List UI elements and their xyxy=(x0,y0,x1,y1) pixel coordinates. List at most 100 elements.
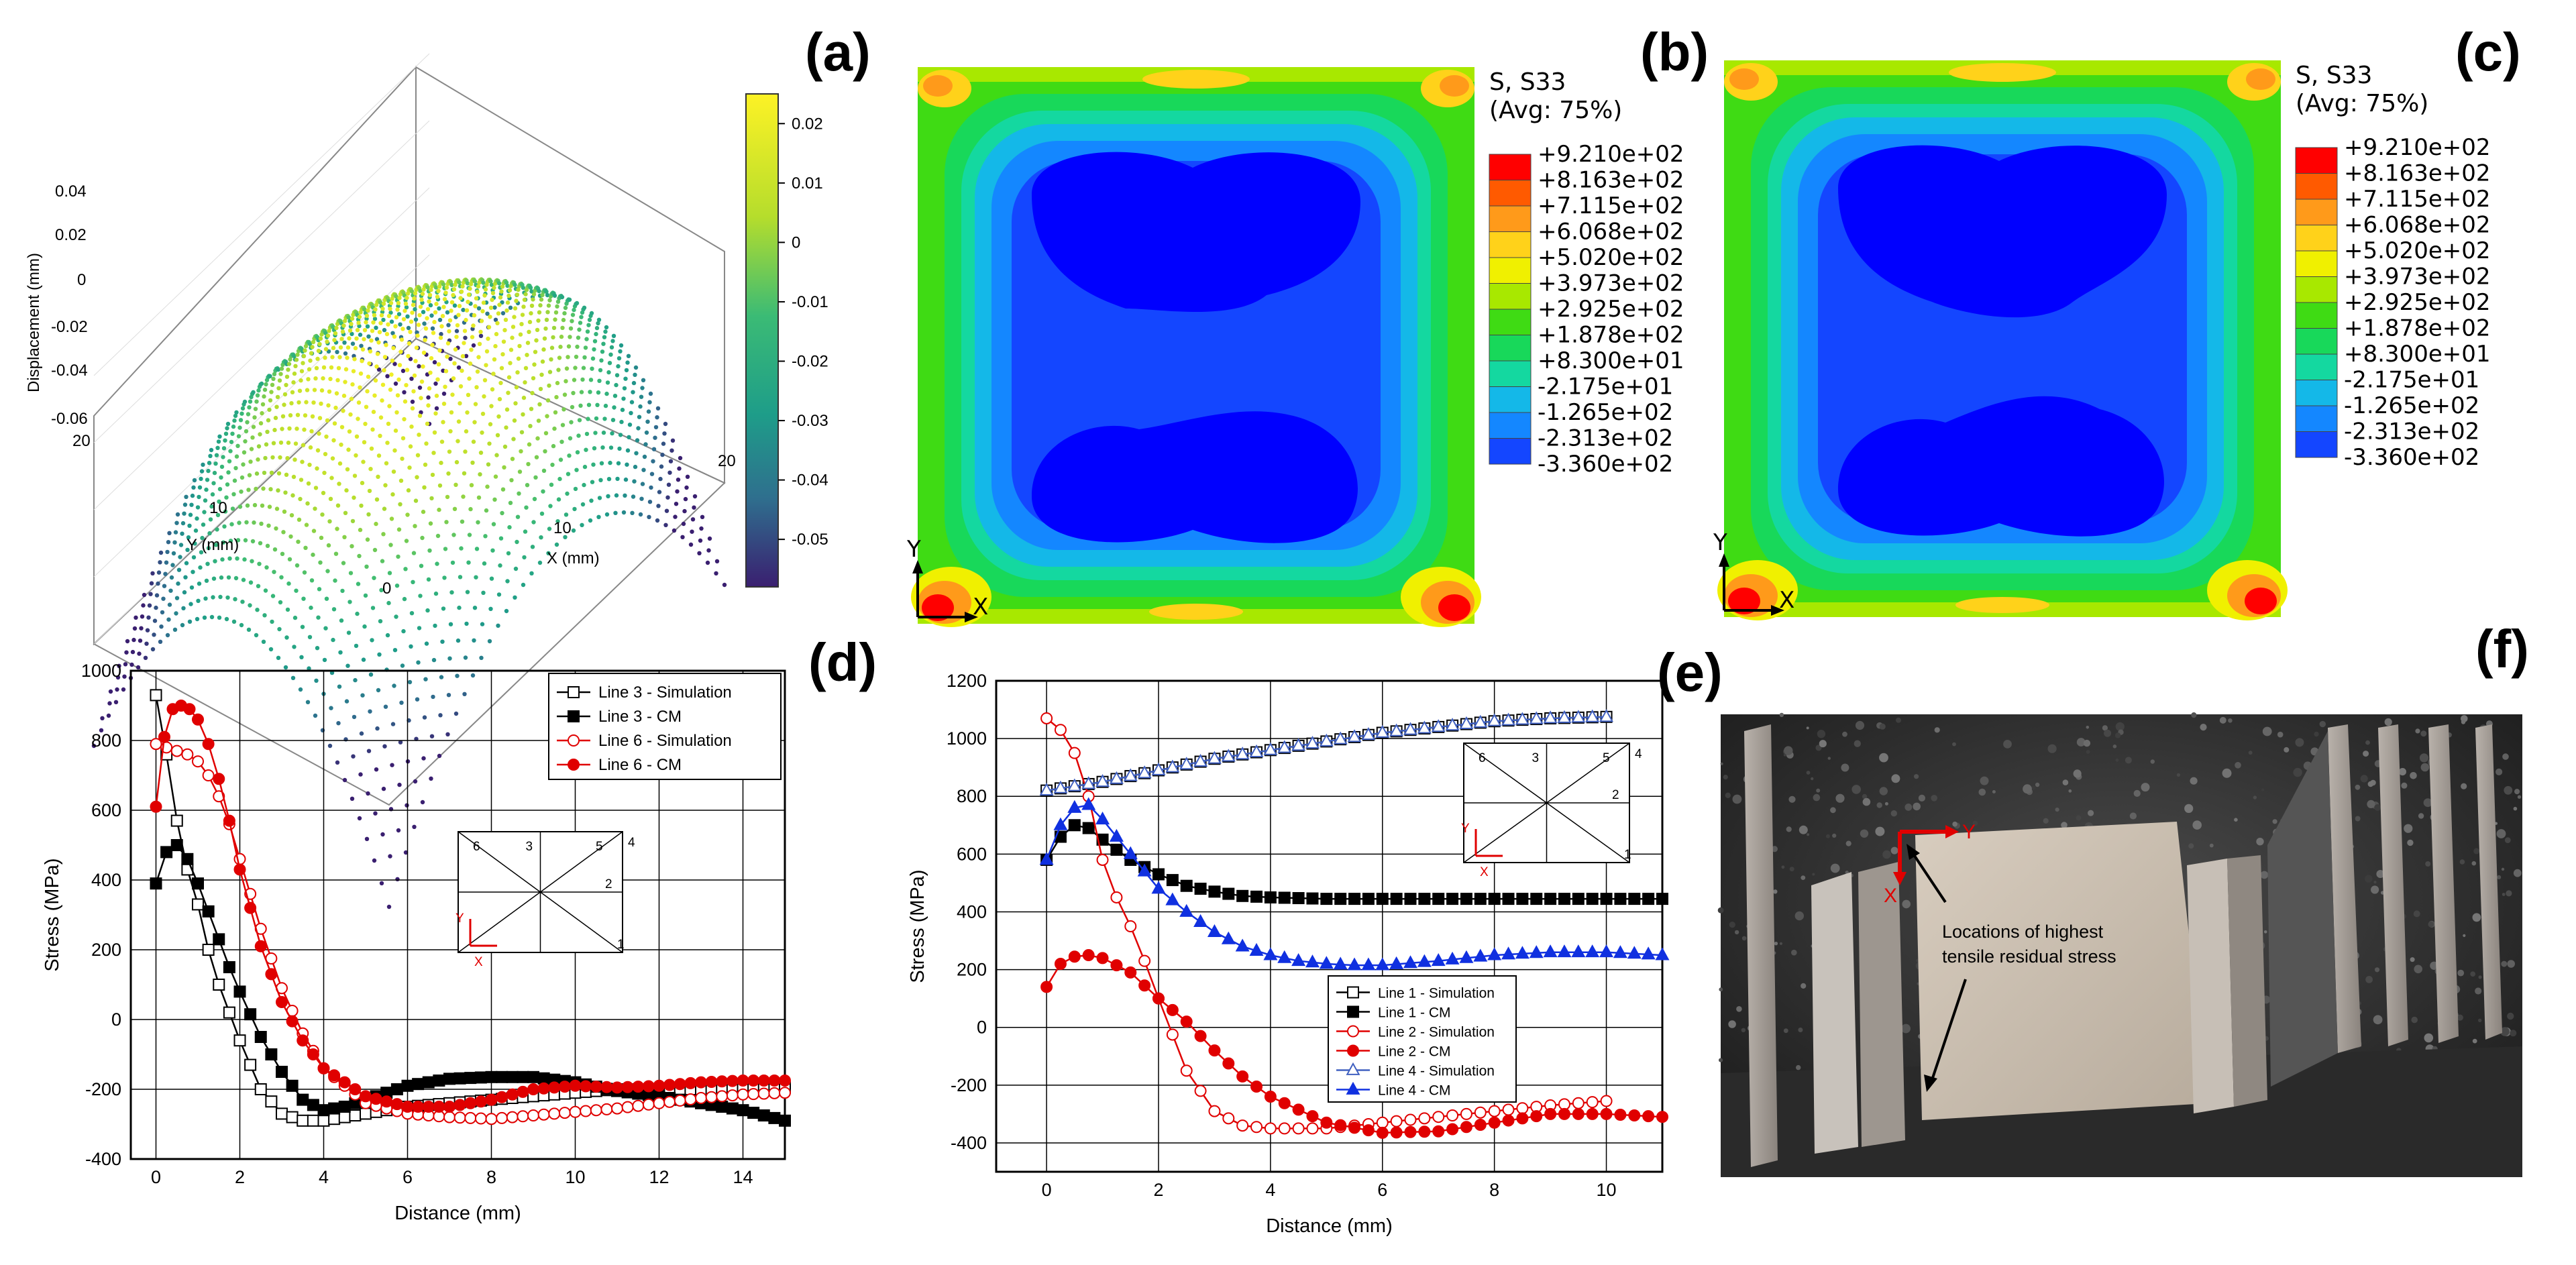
surface-point xyxy=(219,575,224,580)
contour-legend-level: +5.020e+02 xyxy=(1538,244,1684,271)
surface-point xyxy=(490,387,495,392)
surface-point xyxy=(266,523,271,528)
data-point xyxy=(1110,959,1123,972)
photo-speckle xyxy=(2501,867,2505,871)
surface-point xyxy=(514,298,519,303)
surface-point xyxy=(286,581,291,586)
contour-legend-swatch xyxy=(2295,225,2338,252)
surface-point xyxy=(274,404,279,409)
surface-point xyxy=(358,371,364,376)
photo-speckle xyxy=(2114,732,2121,738)
photo-speckle xyxy=(2115,758,2119,762)
surface-z-tick: -0.06 xyxy=(51,410,88,428)
surface-point xyxy=(385,632,390,638)
surface-point xyxy=(558,344,563,349)
data-point xyxy=(1488,1105,1501,1117)
surface-point xyxy=(564,366,570,371)
surface-point xyxy=(463,449,468,454)
surface-point xyxy=(459,289,464,294)
surface-point xyxy=(349,396,354,401)
data-point xyxy=(1627,946,1642,959)
data-point xyxy=(1502,1114,1515,1127)
data-point xyxy=(464,1097,477,1109)
surface-point xyxy=(523,380,527,385)
data-point xyxy=(390,1083,403,1095)
surface-point xyxy=(541,468,547,473)
surface-point xyxy=(422,485,427,490)
surface-point xyxy=(467,376,472,381)
data-point xyxy=(684,1077,697,1089)
surface-point xyxy=(554,542,559,547)
surface-point xyxy=(429,313,434,318)
surface-point xyxy=(247,405,252,410)
data-point xyxy=(1305,735,1320,749)
photo-speckle xyxy=(1741,936,1747,941)
data-point xyxy=(380,1095,393,1108)
surface-point xyxy=(599,358,604,363)
surface-point xyxy=(484,508,489,513)
surface-point xyxy=(430,326,435,331)
surface-point xyxy=(256,584,261,588)
contour-legend-swatch xyxy=(2295,173,2338,200)
data-point xyxy=(1348,1121,1361,1134)
surface-point xyxy=(537,288,541,294)
surface-point xyxy=(143,655,148,660)
surface-point xyxy=(280,427,284,431)
surface-point xyxy=(607,361,612,366)
surface-point xyxy=(282,392,288,397)
data-point xyxy=(1068,747,1081,759)
surface-point xyxy=(561,407,566,412)
data-point xyxy=(1348,893,1361,905)
surface-point xyxy=(496,623,500,628)
photo-speckle xyxy=(2083,739,2091,747)
data-point xyxy=(181,748,194,761)
surface-point xyxy=(352,357,357,362)
surface-point xyxy=(409,289,415,294)
surface-point xyxy=(512,418,517,423)
photo-speckle xyxy=(2510,1030,2517,1037)
data-point xyxy=(1095,812,1110,825)
surface-point xyxy=(223,509,228,514)
data-point xyxy=(590,1081,602,1093)
surface-point xyxy=(314,366,319,370)
photo-speckle xyxy=(2373,881,2377,884)
surface-point xyxy=(427,299,431,304)
surface-point xyxy=(268,374,272,378)
data-point xyxy=(1600,893,1613,905)
photo-speckle xyxy=(2471,861,2477,866)
inset-line-label: 6 xyxy=(1479,751,1486,765)
contour-legend-swatch xyxy=(2295,353,2338,380)
photo-speckle xyxy=(2200,724,2207,731)
colorbar-tick-label: -0.03 xyxy=(792,412,828,430)
surface-point xyxy=(420,291,425,296)
surface-point xyxy=(437,483,443,488)
surface-point xyxy=(642,454,647,459)
surface-point xyxy=(338,650,343,655)
surface-point xyxy=(295,352,300,357)
data-point xyxy=(1347,1005,1359,1018)
contour-core-top xyxy=(1838,145,2167,318)
surface-point xyxy=(268,647,274,652)
data-point xyxy=(328,1113,341,1125)
surface-point xyxy=(238,418,244,423)
surface-point xyxy=(368,672,374,677)
photo-speckle xyxy=(2457,1014,2463,1021)
photo-speckle xyxy=(1891,774,1900,783)
surface-point xyxy=(279,366,284,371)
surface-point xyxy=(315,466,319,471)
surface-point xyxy=(451,376,456,381)
colorbar-tick-label: 0.02 xyxy=(792,115,823,133)
data-point xyxy=(1123,846,1138,859)
surface-point xyxy=(623,477,629,482)
data-point xyxy=(642,1080,655,1093)
surface-point xyxy=(346,630,352,635)
contour-legend-swatch xyxy=(1489,386,1532,413)
surface-point xyxy=(450,560,455,565)
data-point xyxy=(768,1111,781,1124)
surface-point xyxy=(485,311,490,316)
surface-point xyxy=(553,317,557,322)
surface-point xyxy=(629,410,633,415)
surface-point xyxy=(447,656,452,661)
surface-point xyxy=(205,478,210,482)
